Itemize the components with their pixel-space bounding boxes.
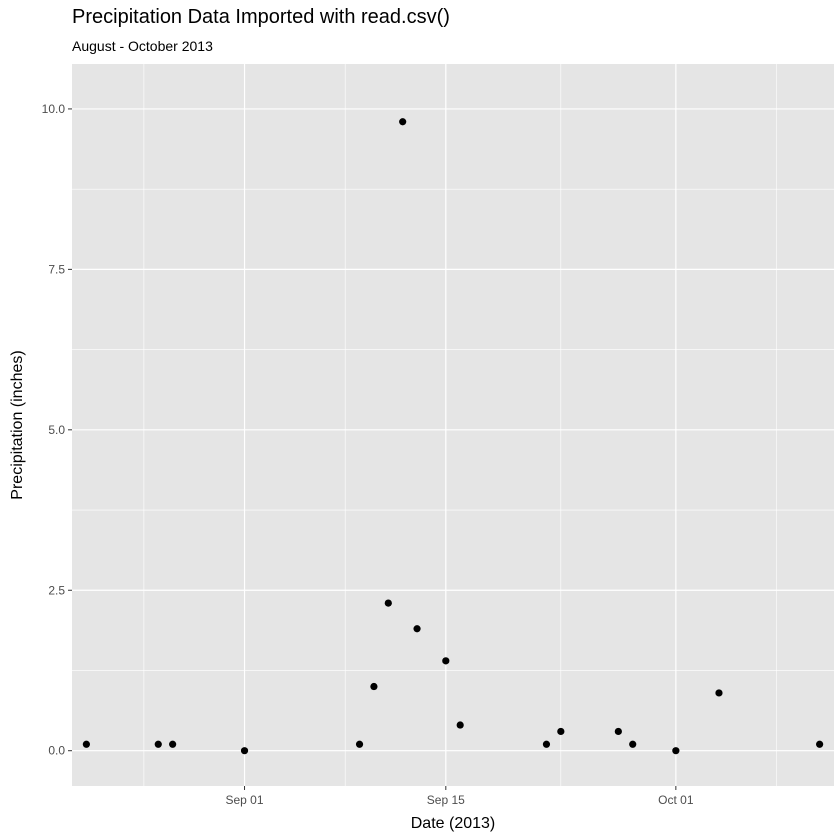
data-point [456, 721, 464, 729]
data-point [672, 747, 680, 755]
data-point [557, 727, 565, 736]
data-point [169, 740, 177, 748]
data-point [715, 689, 723, 697]
data-point [629, 740, 637, 748]
minor-gridlines [72, 64, 834, 786]
data-point [614, 727, 622, 736]
data-point [240, 747, 249, 755]
x-axis: Sep 01 Sep 15 Oct 01 [226, 786, 694, 807]
data-point [413, 625, 421, 633]
plot-panel [72, 64, 834, 786]
x-tick-label: Sep 01 [226, 793, 264, 807]
x-axis-title: Date (2013) [411, 815, 496, 832]
data-point [399, 118, 407, 126]
y-tick-label: 7.5 [48, 262, 65, 276]
data-point [442, 657, 450, 665]
x-tick-label: Sep 15 [427, 793, 465, 807]
data-point [154, 740, 162, 748]
data-points [82, 118, 824, 755]
data-point [542, 740, 551, 748]
chart-subtitle: August - October 2013 [72, 38, 213, 54]
data-point [370, 682, 378, 691]
data-point [816, 740, 824, 748]
y-tick-label: 2.5 [48, 583, 65, 597]
y-axis: 0.0 2.5 5.0 7.5 10.0 [42, 102, 72, 758]
x-tick-label: Oct 01 [658, 793, 694, 807]
data-point [82, 740, 90, 748]
data-point [384, 599, 392, 607]
y-tick-label: 10.0 [42, 102, 66, 116]
major-gridlines [72, 64, 834, 786]
data-point [355, 740, 364, 748]
y-tick-label: 0.0 [48, 744, 65, 758]
chart-title: Precipitation Data Imported with read.cs… [72, 6, 450, 28]
y-tick-label: 5.0 [48, 423, 65, 437]
y-axis-title: Precipitation (inches) [9, 350, 26, 499]
